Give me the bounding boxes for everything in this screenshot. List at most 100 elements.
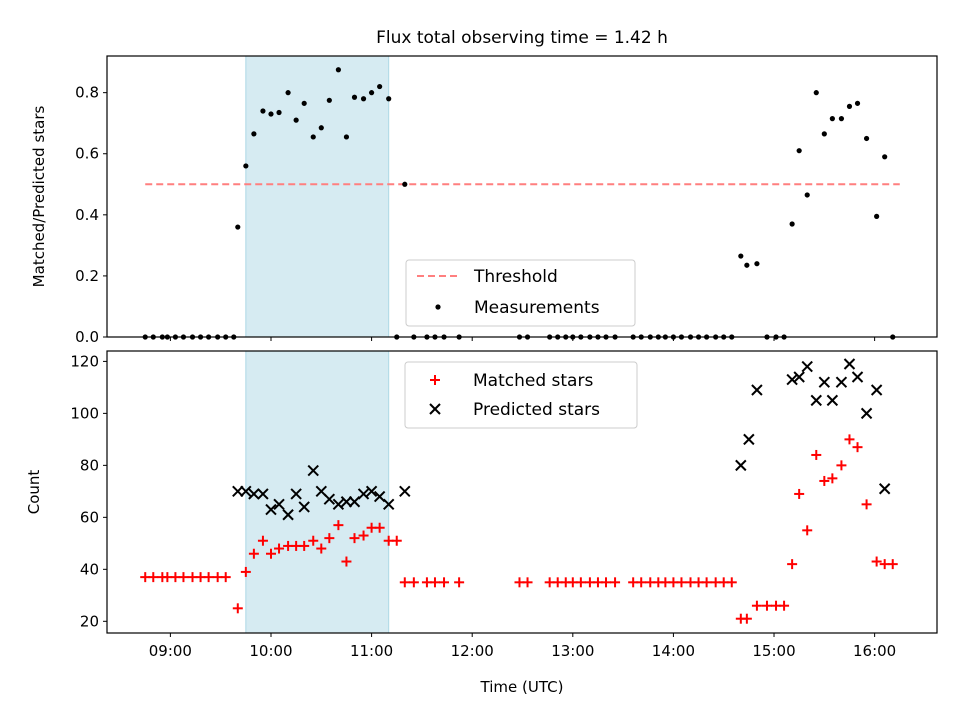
matched-point bbox=[726, 577, 737, 588]
y-axis-label: Matched/Predicted stars bbox=[30, 106, 48, 288]
predicted-point bbox=[240, 485, 252, 498]
matched-point bbox=[324, 533, 335, 544]
matched-point bbox=[802, 525, 813, 536]
measurement-point bbox=[882, 154, 888, 160]
x-tick-label: 09:00 bbox=[149, 642, 192, 660]
measurement-point bbox=[854, 100, 861, 106]
measurement-point bbox=[310, 134, 316, 140]
y-tick-label: 0.6 bbox=[75, 145, 99, 163]
measurement-point bbox=[268, 111, 274, 117]
y-tick-label: 120 bbox=[70, 352, 99, 370]
predicted-point bbox=[290, 488, 302, 500]
legend-box bbox=[404, 361, 638, 429]
matched-point bbox=[333, 520, 344, 531]
top-panel: 0.0 0.2 0.4 0.6 0.8 Matched/Predicted stars Th… bbox=[30, 55, 938, 346]
x-tick-label: 16:00 bbox=[853, 642, 896, 660]
y-axis-label: Count bbox=[25, 470, 43, 515]
y-tick-label: 60 bbox=[80, 508, 99, 526]
predicted-point bbox=[786, 373, 798, 386]
predicted-point bbox=[357, 488, 370, 500]
matched-point bbox=[308, 535, 319, 546]
matched-point bbox=[794, 488, 805, 499]
matched-point bbox=[220, 572, 231, 583]
predicted-point bbox=[843, 358, 856, 370]
predicted-point bbox=[793, 371, 805, 383]
predicted-point bbox=[332, 498, 345, 511]
predicted-point bbox=[298, 501, 310, 513]
measurement-point bbox=[813, 90, 819, 96]
predicted-point bbox=[307, 464, 319, 477]
matched-point bbox=[439, 577, 450, 588]
predicted-point bbox=[348, 496, 361, 508]
predicted-point bbox=[751, 384, 763, 396]
measurement-point bbox=[301, 100, 307, 106]
measurement-point bbox=[863, 135, 870, 142]
measurement-point bbox=[368, 90, 375, 96]
matched-point bbox=[203, 572, 214, 583]
matched-point bbox=[265, 548, 276, 559]
y-tick-label: 80 bbox=[80, 456, 99, 474]
measurement-point bbox=[386, 96, 392, 102]
chart-title: Flux total observing time = 1.42 h bbox=[376, 28, 668, 48]
predicted-point bbox=[273, 498, 285, 511]
measurement-point bbox=[243, 163, 249, 169]
legend-predicted-swatch bbox=[429, 403, 441, 415]
matched-point bbox=[257, 535, 268, 546]
shaded-span bbox=[245, 55, 390, 338]
matched-point bbox=[429, 577, 440, 588]
predicted-point bbox=[860, 407, 873, 420]
matched-point bbox=[741, 613, 752, 624]
matched-point bbox=[341, 556, 352, 567]
measurement-point bbox=[754, 261, 760, 267]
predicted-point bbox=[870, 384, 883, 396]
predicted-point bbox=[801, 360, 813, 373]
measurement-point bbox=[335, 67, 341, 73]
predicted-point bbox=[248, 488, 260, 500]
matched-point bbox=[408, 577, 419, 588]
matched-point bbox=[316, 543, 327, 554]
x-axis-label: Time (UTC) bbox=[480, 678, 564, 696]
predicted-point bbox=[826, 394, 839, 407]
predicted-point bbox=[743, 433, 755, 446]
matched-point bbox=[274, 543, 285, 554]
matched-point bbox=[811, 449, 822, 460]
matched-point bbox=[844, 434, 855, 445]
matched-point bbox=[240, 566, 251, 577]
matched-point bbox=[779, 600, 790, 611]
measurement-point bbox=[829, 116, 835, 122]
y-tick-label: 40 bbox=[80, 560, 99, 578]
predicted-point bbox=[851, 371, 864, 383]
predicted-point bbox=[265, 503, 277, 516]
predicted-point bbox=[835, 376, 848, 388]
shaded-span bbox=[245, 350, 390, 634]
matched-point bbox=[610, 577, 621, 588]
legend: Matched stars Predicted stars bbox=[404, 361, 638, 429]
matched-point bbox=[575, 577, 586, 588]
measurement-point bbox=[821, 131, 827, 137]
matched-point bbox=[349, 533, 360, 544]
measurement-point bbox=[360, 96, 367, 102]
measurement-point bbox=[326, 97, 332, 103]
matched-point bbox=[701, 577, 712, 588]
x-tick-label: 13:00 bbox=[551, 642, 594, 660]
predicted-point bbox=[810, 394, 822, 407]
measurement-point bbox=[377, 83, 383, 90]
measurement-point bbox=[251, 131, 257, 137]
predicted-point bbox=[365, 485, 378, 498]
measurement-point bbox=[318, 125, 324, 131]
predicted-point bbox=[735, 459, 747, 472]
matched-point bbox=[391, 535, 402, 546]
matched-point bbox=[787, 559, 798, 570]
plot-frame bbox=[106, 55, 938, 338]
x-tick-label: 11:00 bbox=[350, 642, 393, 660]
measurement-point bbox=[796, 148, 802, 154]
measurement-point bbox=[744, 262, 750, 268]
matched-point bbox=[374, 522, 385, 533]
measurement-point bbox=[285, 90, 291, 96]
measurement-point bbox=[293, 117, 299, 123]
matched-point bbox=[232, 603, 243, 614]
matched-point bbox=[827, 473, 838, 484]
y-tick-label: 20 bbox=[80, 612, 99, 630]
measurement-point bbox=[402, 181, 408, 187]
legend-box bbox=[405, 259, 636, 327]
